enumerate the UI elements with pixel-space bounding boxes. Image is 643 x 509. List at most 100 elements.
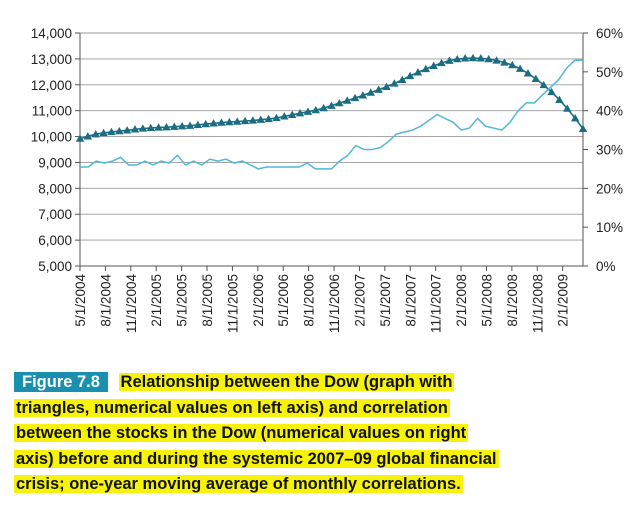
dow-triangle-marker [429,61,438,70]
x-axis-tick-label: 5/1/2007 [378,274,393,327]
left-axis-tick-label: 14,000 [31,26,72,41]
dow-triangle-marker [374,85,383,93]
figure-label: Figure 7.8 [14,372,108,392]
gridlines [80,32,583,267]
dow-triangle-marker [162,123,171,131]
x-axis-tick-label: 2/1/2005 [149,274,164,327]
x-axis-tick-label: 2/1/2009 [556,274,571,327]
left-axis-tick-label: 7,000 [38,207,72,222]
dow-triangle-marker [335,98,344,107]
x-axis-tick-label: 2/1/2007 [352,274,367,327]
dow-triangle-marker [500,58,509,66]
dow-triangle-marker [256,115,265,123]
dow-triangle-marker [578,124,588,132]
dow-triangle-marker [413,68,423,76]
dow-triangle-marker [115,126,124,135]
x-axis-tick-label: 5/1/2005 [175,274,190,327]
dow-triangle-marker [358,91,368,99]
x-axis-tick-label: 5/1/2004 [73,274,88,327]
dow-triangle-marker [311,105,320,114]
caption-line-5: crisis; one-year moving average of month… [14,475,463,493]
dow-triangle-marker [523,69,533,77]
x-axis-tick-label: 11/1/2004 [124,274,139,334]
dow-triangle-marker [248,116,258,124]
dow-triangle-marker [390,79,399,87]
correlation-line [80,59,583,170]
dow-triangle-marker [107,127,116,136]
axes [75,32,588,271]
dow-triangle-marker [343,96,352,104]
dow-triangle-marker [91,130,100,138]
dow-triangle-marker [563,104,572,112]
right-axis-tick-label: 0% [596,259,616,274]
caption-line-2: triangles, numerical values on left axis… [14,398,450,417]
dow-triangle-marker [508,60,517,69]
dow-triangle-marker [154,123,163,131]
dow-triangle-marker [225,117,234,126]
dow-triangle-marker [484,54,493,63]
dow-triangle-marker [240,116,250,125]
dow-triangle-marker [531,74,541,82]
dow-triangle-marker [264,114,273,123]
dow-triangle-marker [146,123,155,132]
left-axis-tick-label: 12,000 [31,78,72,93]
dow-triangle-marker [555,95,564,103]
dow-triangle-marker [280,112,289,120]
dow-triangle-marker [468,53,478,62]
caption-line-4: axis) before and during the systemic 200… [14,449,499,468]
dow-triangle-marker [421,64,431,73]
x-axis-tick-label: 8/1/2008 [505,274,520,327]
left-axis-tick-label: 10,000 [31,130,72,145]
left-axis-tick-label: 11,000 [32,104,72,119]
dow-triangle-marker [398,75,407,84]
dow-triangle-marker [288,110,297,118]
x-axis-tick-label: 2/1/2008 [454,274,469,327]
caption-line-3: between the stocks in the Dow (numerical… [14,424,469,442]
left-axis-tick-label: 9,000 [38,155,72,170]
dow-triangle-marker [515,64,525,72]
left-axis-tick-label: 5,000 [38,259,72,274]
dow-triangle-marker [177,122,187,130]
dow-triangle-marker [193,120,203,129]
left-axis-tick-label: 6,000 [38,233,72,248]
dow-triangle-marker [130,125,140,133]
left-axis-tick-label: 13,000 [31,52,72,67]
x-axis-tick-label: 11/1/2005 [225,274,240,333]
dow-triangle-marker [303,107,313,115]
dow-line [79,57,584,140]
dow-triangle-marker [382,82,391,90]
dow-triangle-marker [366,88,375,96]
dow-triangle-marker [138,124,148,132]
dow-triangle-marker [232,117,242,125]
x-axis-tick-label: 8/1/2005 [200,274,215,327]
right-axis-tick-label: 50% [596,65,623,80]
left-axis-tick-label: 8,000 [38,181,72,196]
x-axis-tick-label: 11/1/2006 [327,274,342,333]
chart: 5,000 6,000 7,000 8,000 9,000 10,000 11,000 12,… [31,26,623,334]
dow-triangle-marker [272,113,281,122]
dow-triangle-marker [185,121,195,129]
x-axis-tick-label: 8/1/2006 [302,274,317,327]
series-layer [75,53,588,170]
dow-triangle-marker [539,80,548,89]
x-axis-tick-label: 11/1/2007 [429,274,444,333]
dow-triangle-marker [209,119,218,127]
x-axis-tick-label: 5/1/2008 [479,274,494,327]
caption-line-1: Relationship between the Dow (graph with [118,373,455,391]
dow-triangle-marker [405,71,415,80]
dow-triangle-marker [201,119,210,128]
right-axis-tick-label: 10% [596,220,623,235]
dow-triangle-marker [217,118,226,126]
dow-triangle-marker [350,93,360,102]
dow-triangle-marker [445,56,454,64]
dow-triangle-marker [319,103,328,112]
dow-triangle-marker [99,128,108,137]
x-axis-tick-label: 5/1/2006 [276,274,291,327]
dow-triangle-marker [476,54,486,62]
right-axis-tick-label: 40% [596,104,623,119]
dow-triangle-marker [460,54,470,62]
dow-triangle-marker [437,58,446,67]
dow-triangle-marker [83,132,93,140]
right-axis-tick-label: 60% [596,26,623,41]
right-axis-tick-label: 30% [596,143,623,158]
